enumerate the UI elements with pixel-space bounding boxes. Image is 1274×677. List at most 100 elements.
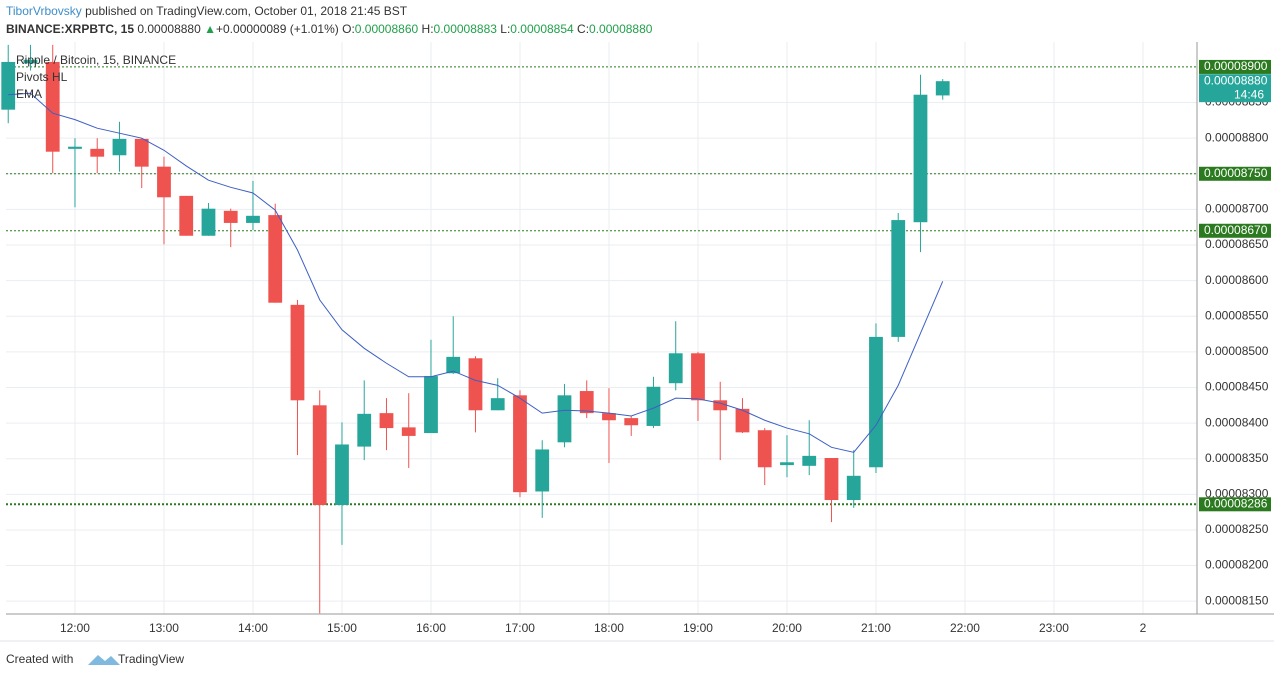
candle-body — [602, 413, 616, 421]
candle-body — [112, 138, 127, 156]
countdown: 14:46 — [1234, 87, 1264, 101]
last-price-label: 0.00008880 — [1204, 73, 1268, 87]
candle-body — [201, 208, 216, 236]
candle-body — [557, 395, 572, 443]
x-tick-label: 21:00 — [861, 621, 891, 635]
header-line: TiborVrbovsky published on TradingView.c… — [6, 4, 408, 18]
l-label: L: — [500, 22, 510, 36]
x-tick-label: 2 — [1140, 621, 1147, 635]
c: 0.00008880 — [589, 22, 653, 36]
x-tick-label: 14:00 — [238, 621, 268, 635]
candle-body — [90, 148, 105, 157]
candle-body — [846, 475, 861, 501]
candle-body — [780, 462, 794, 466]
candle-body — [713, 400, 728, 411]
x-tick-label: 20:00 — [772, 621, 802, 635]
candle-body — [357, 413, 372, 447]
candle-body — [1, 61, 16, 110]
candle-body — [68, 146, 82, 149]
pivot-tag — [1199, 166, 1271, 181]
footer-created: Created with — [6, 652, 73, 666]
h-label: H: — [422, 22, 434, 36]
candle-body — [490, 398, 505, 411]
x-tick-label: 23:00 — [1039, 621, 1069, 635]
candle-body — [891, 220, 906, 337]
last-price-tag — [1199, 74, 1271, 103]
y-tick-label: 0.00008350 — [1205, 451, 1269, 465]
candle-body — [468, 358, 483, 411]
x-tick-label: 19:00 — [683, 621, 713, 635]
y-tick-label: 0.00008800 — [1205, 130, 1269, 144]
candle-body — [668, 353, 683, 384]
candle-body — [134, 138, 149, 167]
y-tick-label: 0.00008250 — [1205, 522, 1269, 536]
candle-body — [45, 61, 60, 152]
candle-body — [646, 386, 661, 426]
candle-body — [246, 215, 260, 223]
x-tick-label: 13:00 — [149, 621, 179, 635]
candle-body — [513, 395, 527, 493]
y-tick-label: 0.00008600 — [1205, 273, 1269, 287]
ema-line — [8, 92, 944, 453]
x-tick-label: 15:00 — [327, 621, 357, 635]
y-tick-label: 0.00008450 — [1205, 380, 1269, 394]
candle-body — [223, 210, 238, 223]
pivot-tag-label: 0.00008286 — [1204, 496, 1268, 510]
o: 0.00008860 — [355, 22, 419, 36]
candle-body — [935, 81, 950, 96]
pivot-tag-label: 0.00008900 — [1204, 59, 1268, 73]
candle-body — [424, 376, 438, 434]
h: 0.00008883 — [434, 22, 498, 36]
candle-body — [802, 455, 817, 466]
candle-body — [579, 391, 594, 414]
y-tick-label: 0.00008550 — [1205, 308, 1269, 322]
candle-body — [757, 430, 772, 468]
author[interactable]: TiborVrbovsky — [6, 4, 82, 18]
candle-body — [179, 195, 194, 236]
footer-brand[interactable]: TradingView — [118, 652, 184, 666]
c-label: C: — [577, 22, 589, 36]
candle-body — [23, 59, 38, 64]
y-tick-label: 0.00008400 — [1205, 415, 1269, 429]
y-tick-label: 0.00008500 — [1205, 344, 1269, 358]
pivot-tag — [1199, 59, 1271, 74]
candle-body — [535, 449, 550, 492]
x-tick-label: 18:00 — [594, 621, 624, 635]
candle-body — [446, 356, 461, 374]
pivot-tag-label: 0.00008750 — [1204, 166, 1268, 180]
ohlc-line: BINANCE:XRPBTC, 15 0.00008880 ▲+0.000000… — [6, 22, 653, 36]
legend-indicator: Pivots HL — [16, 70, 68, 84]
x-tick-label: 12:00 — [60, 621, 90, 635]
y-tick-label: 0.00008200 — [1205, 558, 1269, 572]
x-tick-label: 17:00 — [505, 621, 535, 635]
legend-title: Ripple / Bitcoin, 15, BINANCE — [16, 53, 176, 67]
candle-body — [312, 405, 327, 506]
y-tick-label: 0.00008650 — [1205, 237, 1269, 251]
candle-body — [268, 215, 283, 303]
candle-body — [401, 427, 416, 436]
x-tick-label: 22:00 — [950, 621, 980, 635]
pivot-tag — [1199, 223, 1271, 238]
x-tick-label: 16:00 — [416, 621, 446, 635]
candle-body — [624, 418, 639, 426]
pivot-tag-label: 0.00008670 — [1204, 223, 1268, 237]
candle-body — [335, 444, 349, 506]
candle-body — [157, 166, 171, 198]
candle-body — [691, 353, 705, 401]
arrow: ▲ — [204, 22, 216, 36]
candle-body — [735, 408, 750, 433]
legend-ema: EMA — [16, 87, 42, 101]
candle-body — [869, 336, 883, 468]
published: published on TradingView.com, October 01… — [82, 4, 408, 18]
plot — [1, 42, 1197, 614]
last: 0.00008880 — [137, 22, 201, 36]
candle-body — [824, 458, 839, 501]
o-label: O: — [342, 22, 355, 36]
l: 0.00008854 — [510, 22, 574, 36]
pivot-tag — [1199, 497, 1271, 512]
change: +0.00000089 (+1.01%) — [216, 22, 339, 36]
candle-body — [913, 94, 928, 223]
symbol: BINANCE:XRPBTC, 15 — [6, 22, 134, 36]
y-tick-label: 0.00008150 — [1205, 593, 1269, 607]
